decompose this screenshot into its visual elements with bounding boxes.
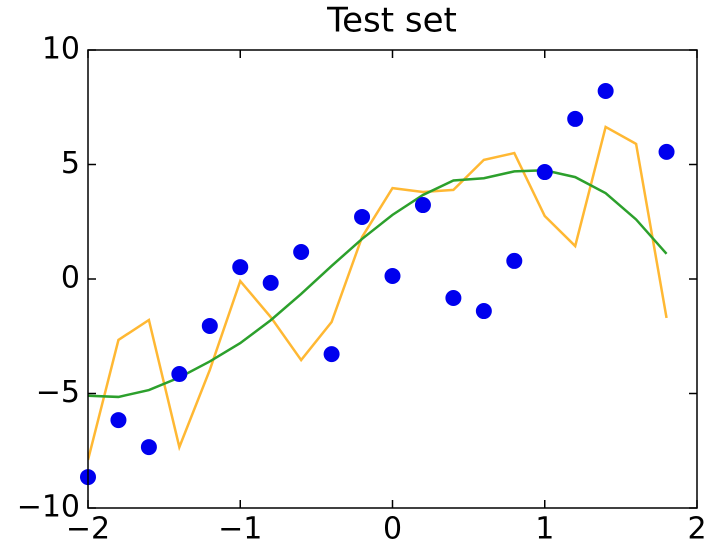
point (354, 208, 371, 225)
y-tick-label: −5 (36, 375, 80, 410)
point (293, 243, 310, 260)
point (140, 439, 157, 456)
x-tick-label: −1 (218, 512, 262, 546)
point (658, 143, 675, 160)
y-tick-label: 0 (61, 261, 80, 296)
y-tick-label: 5 (61, 146, 80, 181)
point (232, 259, 249, 276)
chart-title: Test set (326, 1, 457, 41)
point (262, 274, 279, 291)
point (597, 82, 614, 99)
point (414, 197, 431, 214)
line (88, 168, 668, 399)
x-tick-label: 1 (535, 512, 554, 546)
point (445, 290, 462, 307)
line (88, 125, 668, 461)
x-tick-label: −2 (66, 512, 110, 546)
y-tick-label: 10 (42, 32, 80, 67)
point (475, 303, 492, 320)
point (567, 110, 584, 127)
point (323, 346, 340, 363)
y-tick-label: −10 (17, 490, 80, 525)
x-tick-label: 2 (687, 512, 706, 546)
x-tick-label: 0 (383, 512, 402, 546)
point (384, 268, 401, 285)
point (110, 412, 127, 429)
point (201, 317, 218, 334)
point (171, 366, 188, 383)
point (506, 252, 523, 269)
point (536, 164, 553, 181)
